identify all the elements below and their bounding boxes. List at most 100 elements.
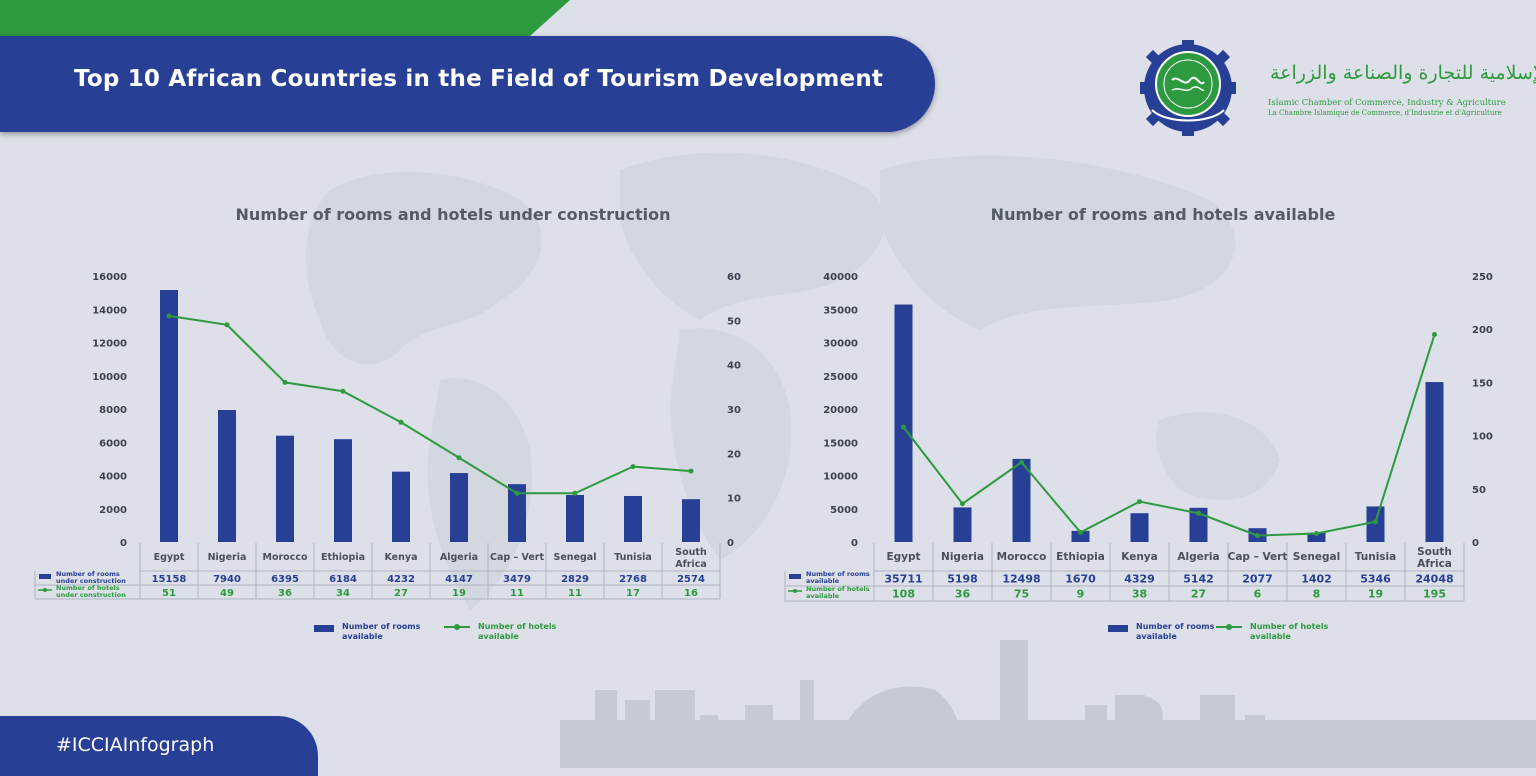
line-point — [960, 501, 965, 507]
category-label: Algeria — [1177, 551, 1219, 563]
rooms-value: 6395 — [271, 574, 299, 585]
category-label: Tunisia — [614, 552, 652, 563]
y-right-tick-label: 30 — [727, 405, 741, 416]
row-key-bar-swatch — [39, 574, 51, 579]
category-label: Kenya — [384, 552, 417, 563]
category-label: Egypt — [154, 552, 185, 563]
rooms-value: 1670 — [1065, 573, 1096, 586]
row-label: available — [806, 592, 840, 600]
line-point — [1432, 332, 1437, 338]
chart-2-legend-line: Number of hotels available — [1216, 622, 1330, 642]
y-right-tick-label: 100 — [1472, 432, 1493, 443]
line-point — [901, 424, 906, 430]
hotels-value: 17 — [626, 588, 640, 599]
bar — [1189, 507, 1208, 542]
hotels-value: 49 — [220, 588, 234, 599]
skyline-silhouette — [560, 640, 1536, 768]
line-point — [688, 468, 694, 474]
bar — [566, 494, 584, 542]
rooms-value: 4232 — [387, 574, 415, 585]
rooms-value: 2768 — [619, 574, 647, 585]
hotels-value: 195 — [1423, 588, 1446, 601]
line-point — [398, 419, 404, 425]
line-point — [1314, 530, 1319, 536]
line-point — [1255, 533, 1260, 539]
hotels-value: 16 — [684, 588, 698, 599]
rooms-value: 24048 — [1415, 573, 1453, 586]
rooms-value: 5198 — [947, 573, 978, 586]
row-label: available — [806, 577, 840, 585]
category-label: Ethiopia — [1056, 551, 1105, 563]
row-label: under construction — [56, 577, 126, 585]
y-right-tick-label: 200 — [1472, 325, 1493, 336]
line-point — [456, 455, 462, 461]
legend-bar-swatch — [1108, 625, 1128, 632]
rooms-value: 1402 — [1301, 573, 1332, 586]
hotels-value: 8 — [1313, 588, 1321, 601]
hotels-value: 36 — [278, 588, 292, 599]
row-key-line-point — [793, 589, 797, 593]
y-left-tick-label: 0 — [851, 538, 858, 549]
category-label: Egypt — [886, 551, 920, 563]
category-label: Morocco — [263, 552, 308, 563]
hotels-value: 19 — [452, 588, 466, 599]
org-name-arabic: الغرفة الإسلامية للتجارة والصناعة والزرا… — [1270, 62, 1536, 84]
y-right-tick-label: 50 — [727, 316, 741, 327]
category-label: Ethiopia — [321, 552, 365, 563]
rooms-value: 35711 — [884, 573, 922, 586]
y-right-tick-label: 150 — [1472, 378, 1493, 389]
line-point — [1373, 519, 1378, 525]
y-left-tick-label: 5000 — [830, 505, 858, 516]
row-label: Number of rooms — [56, 570, 120, 578]
rooms-value: 5142 — [1183, 573, 1214, 586]
line-point — [224, 322, 230, 328]
y-left-tick-label: 2000 — [99, 505, 127, 516]
hotels-value: 27 — [394, 588, 408, 599]
chart-1-legend-line: Number of hotels available — [444, 622, 558, 642]
title-banner — [0, 36, 935, 132]
line-point — [166, 313, 172, 319]
y-right-tick-label: 10 — [727, 494, 741, 505]
bar — [276, 435, 294, 542]
row-key-line-point — [43, 588, 47, 592]
rooms-value: 3479 — [503, 574, 531, 585]
hotels-value: 9 — [1077, 588, 1085, 601]
org-name-french: La Chambre Islamique de Commerce, d'Indu… — [1268, 109, 1502, 117]
rooms-value: 4329 — [1124, 573, 1155, 586]
category-label: Cap – Vert — [1228, 551, 1288, 563]
rooms-value: 7940 — [213, 574, 241, 585]
rooms-value: 6184 — [329, 574, 357, 585]
category-label: Tunisia — [1355, 551, 1397, 563]
category-label: Senegal — [554, 552, 597, 563]
bar — [624, 495, 642, 542]
world-map-silhouette — [306, 152, 1280, 610]
category-label: Morocco — [997, 551, 1047, 563]
y-left-tick-label: 25000 — [823, 372, 858, 383]
row-key-bar-swatch — [789, 574, 801, 579]
row-label: Number of rooms — [806, 570, 870, 578]
hotels-line — [168, 314, 692, 495]
bar — [508, 484, 526, 542]
chart-2-legend-bar: Number of rooms available — [1108, 622, 1216, 642]
category-label: South — [1417, 546, 1452, 558]
bar — [1130, 513, 1149, 542]
legend-label: Number of hotels available — [1250, 622, 1329, 641]
legend-label: Number of hotels available — [478, 622, 557, 641]
hotels-value: 27 — [1191, 588, 1206, 601]
row-label: under construction — [56, 591, 126, 599]
y-left-tick-label: 16000 — [92, 272, 127, 283]
line-point — [340, 388, 346, 394]
y-left-tick-label: 14000 — [92, 305, 127, 316]
y-left-tick-label: 30000 — [823, 339, 858, 350]
rooms-value: 2574 — [677, 574, 705, 585]
category-label: Africa — [675, 559, 706, 570]
chart-1-title: Number of rooms and hotels under constru… — [235, 205, 671, 224]
y-left-tick-label: 35000 — [823, 305, 858, 316]
y-left-tick-label: 15000 — [823, 438, 858, 449]
logo-gear-icon — [1140, 40, 1236, 136]
y-left-tick-label: 8000 — [99, 405, 127, 416]
bar — [334, 439, 352, 542]
hotels-value: 11 — [568, 588, 582, 599]
